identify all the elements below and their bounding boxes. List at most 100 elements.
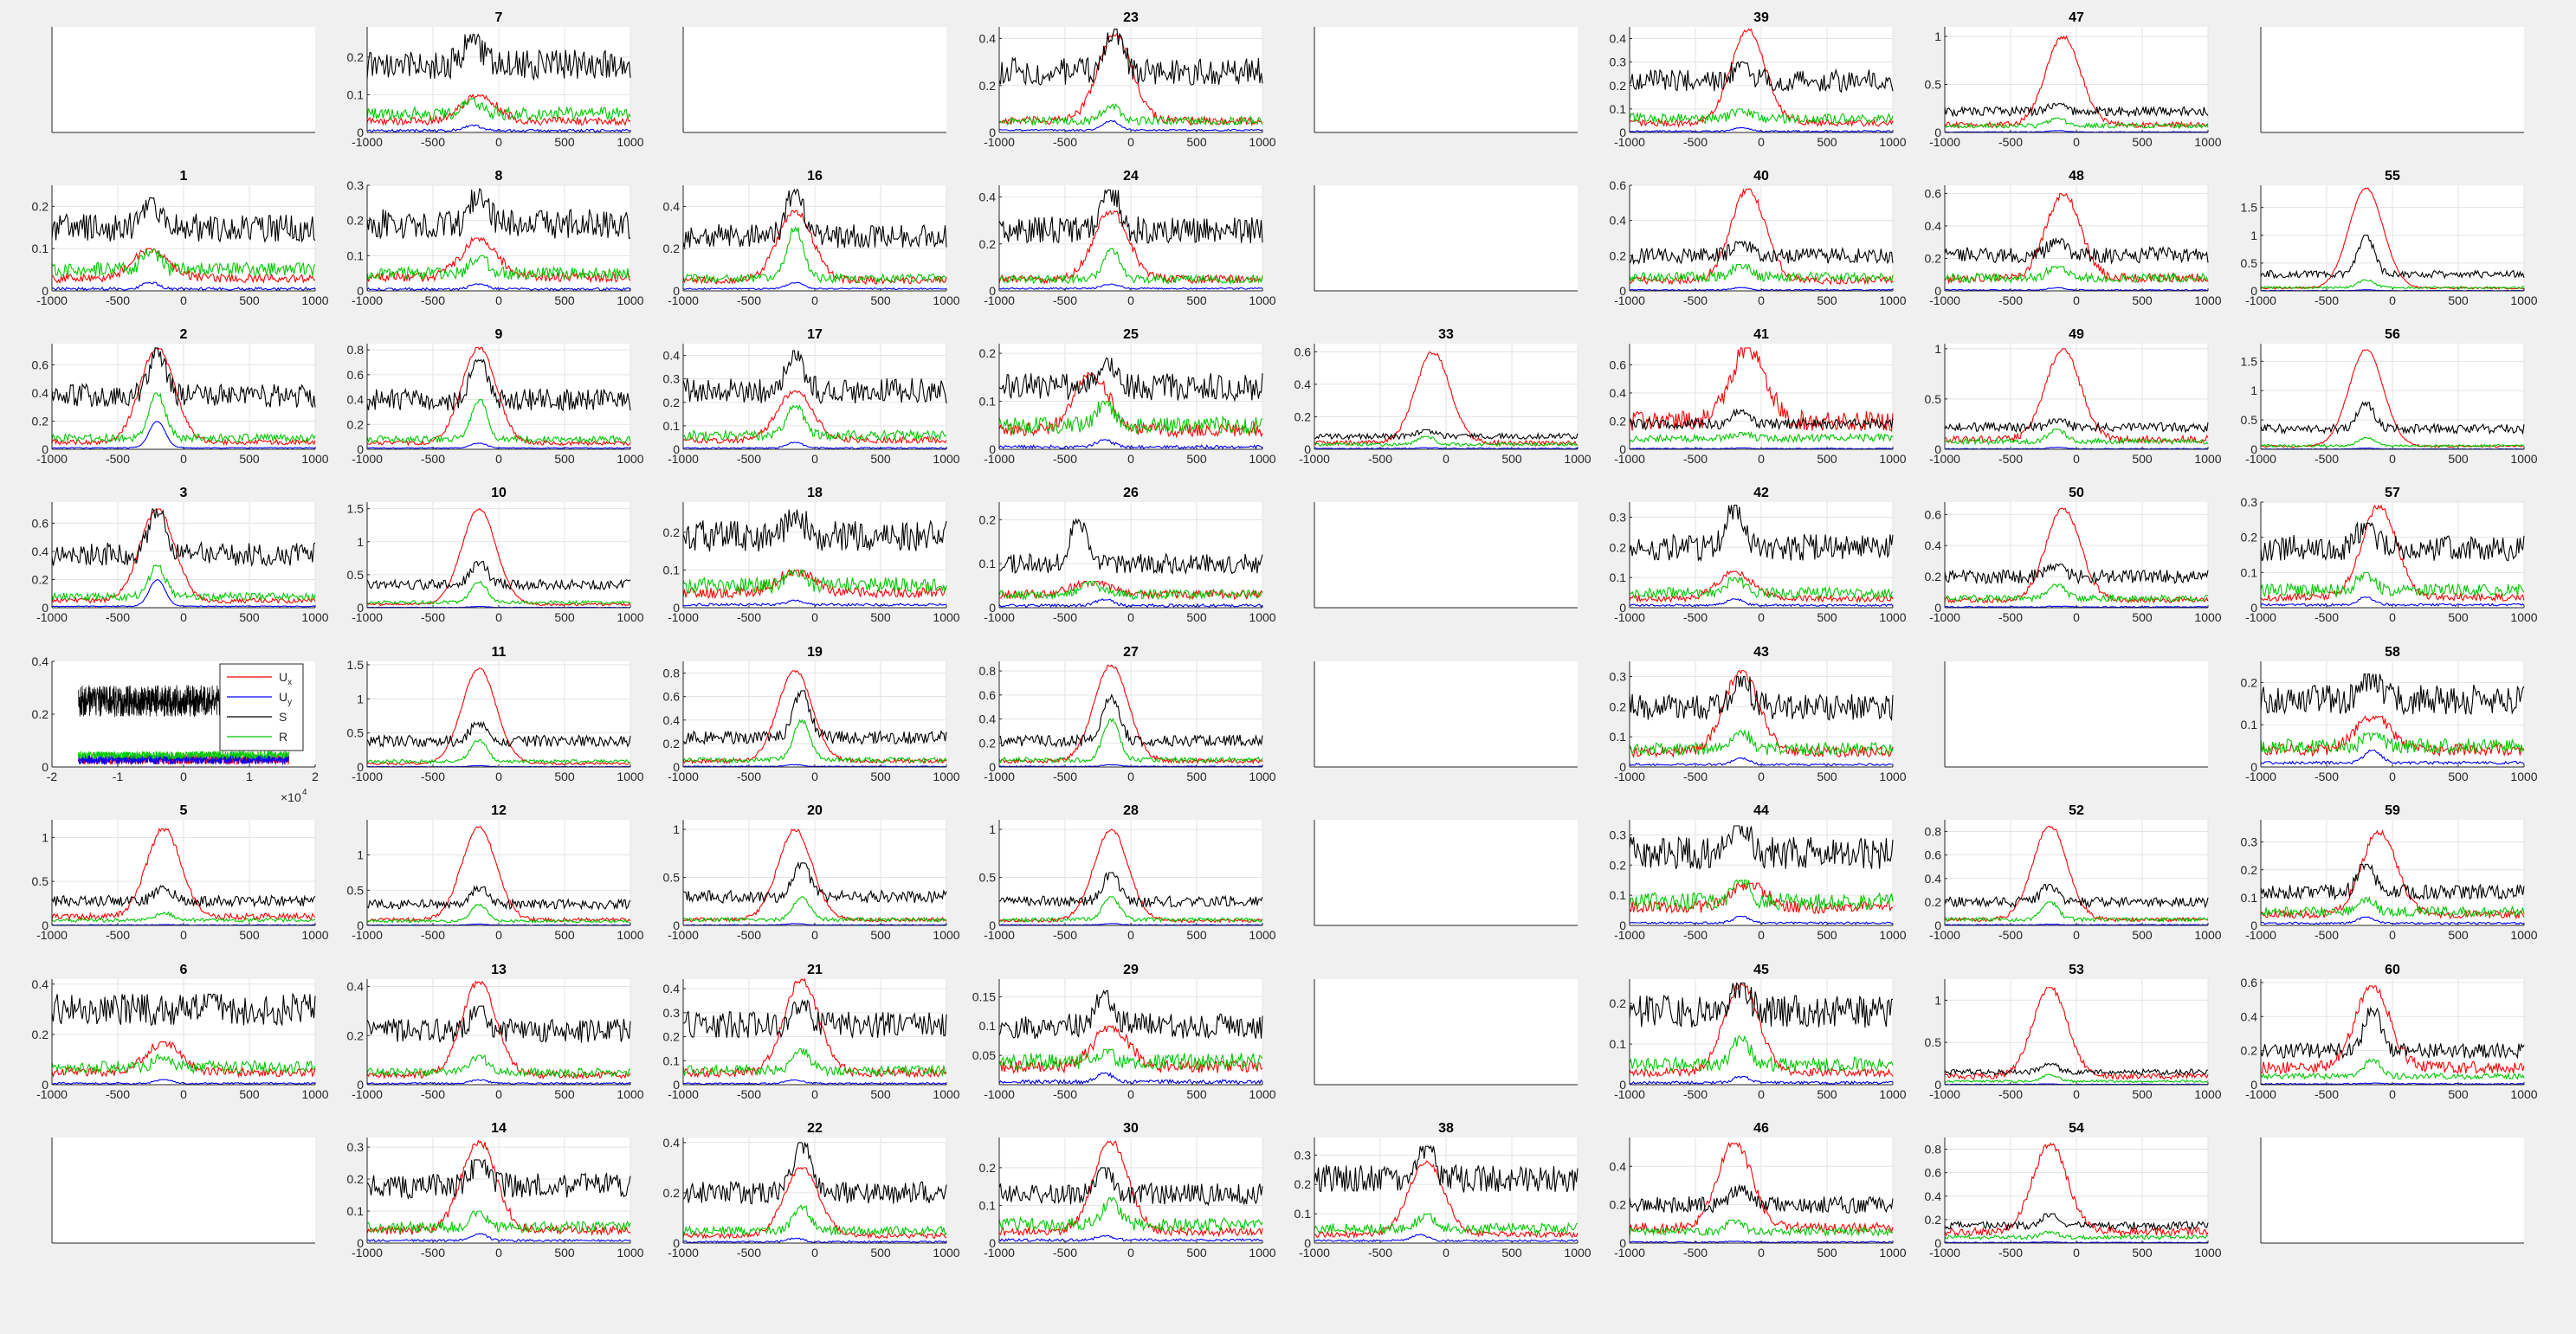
y-tick-label: 0 — [357, 284, 364, 298]
series-line-Ux — [1944, 987, 2209, 1080]
y-tick-label: 0.1 — [1610, 570, 1627, 584]
subplot-title: 9 — [495, 327, 503, 342]
x-tick-label: -1000 — [1614, 293, 1645, 307]
series-line-S — [366, 33, 631, 81]
x-tick-label: 500 — [554, 1246, 575, 1260]
subplot-r7c3: -1000 -500 0 500 1000 0 0.1 0.2 0.3 0.4 21 — [663, 963, 960, 1101]
series-line-S — [1629, 61, 1894, 93]
x-tick-label: 0 — [1127, 135, 1134, 149]
y-tick-label: 0.2 — [347, 1028, 365, 1042]
y-tick-label: 0.6 — [2241, 976, 2258, 989]
y-tick-label: 0 — [357, 1078, 364, 1092]
series-line-R — [1629, 1034, 1894, 1073]
x-tick-label: -1000 — [2245, 452, 2276, 466]
y-tick-label: 0.6 — [1610, 178, 1627, 192]
x-tick-label: 0 — [1443, 1246, 1449, 1260]
series-line-Ux — [998, 1140, 1263, 1238]
y-tick-label: 1 — [989, 822, 996, 836]
subplot-r4c4: -1000 -500 0 500 1000 0 0.1 0.2 26 — [979, 486, 1276, 624]
x-tick-label: 500 — [554, 928, 575, 942]
series-line-S — [682, 188, 947, 248]
x-tick-label: 0 — [2073, 610, 2080, 624]
series-line-S — [51, 507, 316, 567]
x-tick-label: -500 — [1053, 135, 1077, 149]
x-tick-label: -1000 — [668, 452, 699, 466]
y-tick-label: 0.5 — [1925, 1035, 1942, 1049]
y-tick-label: 0.1 — [2241, 718, 2258, 731]
series-line-R — [1314, 435, 1579, 448]
subplot-title: 56 — [2385, 327, 2400, 342]
y-tick-label: 1 — [357, 535, 364, 549]
x-tick-label: 1000 — [617, 1087, 643, 1101]
series-line-Ux — [2260, 504, 2525, 603]
x-tick-label: -500 — [1053, 928, 1077, 942]
x-tick-label: -500 — [2315, 928, 2339, 942]
x-tick-label: 1000 — [617, 135, 643, 149]
subplot-r6c2: -1000 -500 0 500 1000 0 0.5 1 12 — [347, 803, 644, 942]
series-line-S — [2260, 1006, 2525, 1060]
x-tick-label: 0 — [2389, 928, 2396, 942]
legend-label: R — [279, 730, 287, 744]
x-tick-label: -500 — [1053, 452, 1077, 466]
subplot-title: 1 — [180, 169, 188, 184]
series-line-R — [682, 1204, 947, 1237]
x-tick-label: 500 — [870, 1087, 891, 1101]
subplot-title: 29 — [1123, 963, 1139, 977]
y-tick-label: 0.6 — [1294, 345, 1312, 358]
y-tick-label: 0.1 — [663, 419, 681, 433]
y-tick-label: 0.5 — [2241, 413, 2258, 427]
y-tick-label: 0.3 — [347, 178, 365, 192]
y-tick-label: 0.1 — [347, 1204, 365, 1218]
x-tick-label: -500 — [1053, 293, 1077, 307]
legend-label-subscript: x — [287, 678, 292, 687]
subplot-title: 10 — [491, 486, 507, 500]
subplot-r7c5 — [1314, 979, 1578, 1086]
y-tick-label: 0.2 — [663, 525, 681, 539]
series-line-R — [51, 248, 316, 278]
x-tick-label: 500 — [2448, 293, 2469, 307]
subplot-r4c6: -1000 -500 0 500 1000 0 0.1 0.2 0.3 42 — [1610, 486, 1907, 624]
series-line-S — [998, 189, 1263, 245]
y-tick-label: 0.4 — [32, 386, 49, 400]
x-tick-label: 0 — [2389, 293, 2396, 307]
subplot-r1c5 — [1314, 27, 1578, 133]
x-tick-label: 0 — [495, 928, 502, 942]
subplot-title: 6 — [180, 963, 188, 977]
series-line-Ux — [366, 667, 631, 766]
y-tick-label: 0.5 — [1925, 392, 1942, 406]
y-tick-label: 1 — [1934, 342, 1941, 356]
x-tick-label: 1000 — [1879, 928, 1906, 942]
y-tick-label: 0 — [357, 918, 364, 932]
y-tick-label: 0.2 — [1925, 251, 1942, 265]
y-tick-label: 0.6 — [663, 690, 681, 704]
subplot-r4c3: -1000 -500 0 500 1000 0 0.1 0.2 18 — [663, 486, 960, 624]
x-tick-label: -500 — [1683, 293, 1708, 307]
subplot-title: 19 — [807, 645, 823, 660]
x-tick-label: 1000 — [1879, 610, 1906, 624]
subplot-title: 38 — [1438, 1121, 1454, 1136]
y-tick-label: 0.5 — [663, 871, 681, 885]
x-tick-label: 500 — [1501, 1246, 1522, 1260]
y-tick-label: 0.5 — [1925, 78, 1942, 92]
x-tick-label: 1000 — [617, 610, 643, 624]
subplot-r1c2: -1000 -500 0 500 1000 0 0.1 0.2 7 — [347, 10, 644, 149]
x-tick-label: 500 — [1186, 610, 1207, 624]
y-tick-label: 0 — [1619, 760, 1626, 774]
y-tick-label: 0.4 — [663, 713, 681, 727]
y-tick-label: 0 — [357, 442, 364, 456]
y-tick-label: 0.2 — [979, 736, 997, 750]
x-tick-label: 0 — [2073, 1246, 2080, 1260]
series-line-Ux — [1314, 1160, 1579, 1240]
subplot-r1c1 — [51, 27, 315, 133]
y-tick-label: 0.2 — [1610, 699, 1627, 713]
series-line-R — [998, 1196, 1263, 1233]
x-tick-label: 500 — [1817, 770, 1837, 783]
x-tick-label: -500 — [421, 1087, 445, 1101]
y-tick-label: 0 — [1619, 284, 1626, 298]
x-tick-label: 0 — [1758, 293, 1765, 307]
y-tick-label: 0.5 — [347, 883, 365, 897]
x-tick-label: -1000 — [668, 610, 699, 624]
subplot-title: 11 — [492, 645, 507, 660]
y-tick-label: 0.3 — [1610, 55, 1627, 69]
series-line-Ux — [682, 669, 947, 764]
